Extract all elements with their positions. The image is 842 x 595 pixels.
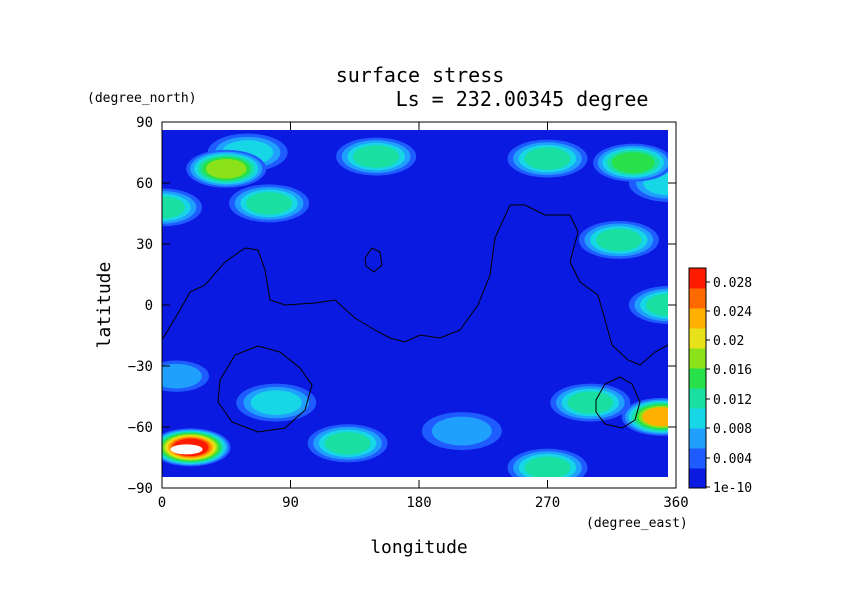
- colorbar-swatch: [689, 328, 706, 349]
- heatmap-cell: [611, 152, 655, 174]
- y-tick-label: 30: [136, 237, 153, 253]
- heatmap-cell: [645, 293, 668, 317]
- y-units-label: (degree_north): [87, 91, 197, 106]
- x-tick-label: 180: [406, 495, 431, 511]
- heatmap-cell: [162, 196, 186, 219]
- contour-line: [364, 247, 383, 273]
- colorbar-swatch: [689, 288, 706, 309]
- chart-title: surface stress: [336, 63, 505, 87]
- colorbar-label: 0.028: [713, 276, 752, 291]
- y-tick-labels: 90 60 30 0 −30 −60 −90: [128, 115, 153, 497]
- colorbar-label: 1e-10: [713, 481, 752, 496]
- x-units-label: (degree_east): [586, 516, 688, 531]
- colorbar-label: 0.016: [713, 363, 752, 378]
- colorbar-swatch: [689, 448, 706, 469]
- colorbar-frame: [688, 267, 707, 489]
- y-tick-label: −60: [128, 420, 153, 436]
- colorbar-swatch: [689, 308, 706, 329]
- y-tick-label: 90: [136, 115, 153, 131]
- colorbar: 0.028 0.024 0.02 0.016 0.012 0.008 0.004…: [688, 267, 752, 496]
- heatmap-layer: [162, 133, 668, 477]
- contour-line: [217, 345, 313, 433]
- colorbar-swatch: [689, 388, 706, 409]
- x-axis-label: longitude: [370, 537, 468, 558]
- y-tick-label: 60: [136, 176, 153, 192]
- heatmap-cell: [353, 145, 400, 168]
- y-axis-label: latitude: [94, 262, 115, 349]
- colorbar-label: 0.004: [713, 452, 752, 467]
- colorbar-swatch: [689, 368, 706, 389]
- colorbar-swatch: [689, 348, 706, 369]
- contour-line: [162, 204, 668, 366]
- y-tick-label: −90: [128, 481, 153, 497]
- contour-lines: [162, 204, 668, 433]
- heatmap-cell: [595, 228, 642, 252]
- heatmap-cell: [324, 432, 371, 455]
- colorbar-label: 0.024: [713, 305, 752, 320]
- chart-subtitle: Ls = 232.00345 degree: [396, 87, 649, 111]
- x-tick-label: 270: [535, 495, 560, 511]
- colorbar-swatch: [689, 268, 706, 289]
- heatmap-cell: [524, 147, 571, 170]
- x-tick-label: 0: [158, 495, 166, 511]
- heatmap-cell: [162, 363, 202, 389]
- colorbar-label: 0.02: [713, 334, 744, 349]
- x-tick-label: 360: [663, 495, 688, 511]
- colorbar-label: 0.012: [713, 393, 752, 408]
- y-tick-label: −30: [128, 359, 153, 375]
- heatmap-cell: [246, 192, 293, 215]
- colorbar-swatch: [689, 408, 706, 429]
- colorbar-swatch: [689, 428, 706, 449]
- heatmap-cell: [205, 158, 247, 179]
- missing-value-patch: [170, 444, 203, 455]
- heatmap-cell: [250, 390, 302, 415]
- y-tick-label: 0: [145, 298, 153, 314]
- x-tick-labels: 0 90 180 270 360: [158, 495, 689, 511]
- x-tick-label: 90: [282, 495, 299, 511]
- heatmap-cell: [431, 416, 492, 446]
- axis-ticks: [161, 121, 677, 489]
- heatmap-cell: [642, 407, 668, 427]
- contour-line: [595, 376, 641, 429]
- heatmap-cell: [524, 456, 571, 477]
- colorbar-label: 0.008: [713, 422, 752, 437]
- colorbar-swatch: [689, 468, 706, 489]
- heatmap-cell: [567, 391, 614, 414]
